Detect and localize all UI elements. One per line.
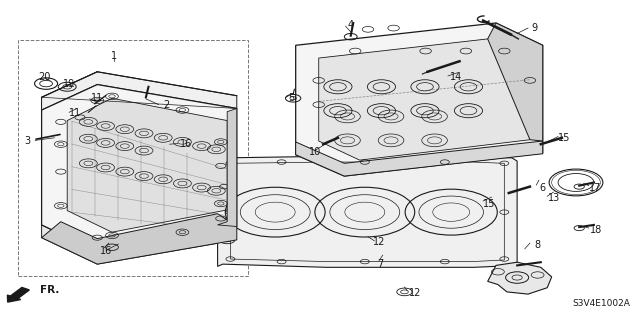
Text: 8: 8 <box>534 240 541 250</box>
FancyArrow shape <box>8 287 29 302</box>
Text: 13: 13 <box>547 193 560 204</box>
Text: 3: 3 <box>24 136 30 146</box>
Text: 15: 15 <box>483 198 496 209</box>
Polygon shape <box>42 72 97 225</box>
Polygon shape <box>296 141 543 176</box>
Text: 10: 10 <box>308 146 321 157</box>
Text: 14: 14 <box>449 72 462 82</box>
Polygon shape <box>488 23 543 141</box>
Text: 16: 16 <box>179 139 192 149</box>
Text: 9: 9 <box>531 23 538 33</box>
Text: 17: 17 <box>589 183 602 193</box>
Text: 15: 15 <box>558 133 571 143</box>
Polygon shape <box>319 39 530 160</box>
Text: 5: 5 <box>288 93 294 103</box>
Polygon shape <box>42 72 237 110</box>
Polygon shape <box>67 98 227 232</box>
Text: 6: 6 <box>540 182 546 193</box>
Text: 20: 20 <box>38 72 51 82</box>
Polygon shape <box>488 262 552 294</box>
Text: 7: 7 <box>378 259 384 269</box>
Polygon shape <box>218 108 237 226</box>
Text: 4: 4 <box>348 20 354 30</box>
Text: 1: 1 <box>111 51 117 61</box>
Text: 11: 11 <box>69 108 82 118</box>
Text: 18: 18 <box>590 225 603 235</box>
Polygon shape <box>296 23 543 176</box>
Text: 12: 12 <box>408 288 421 298</box>
Text: FR.: FR. <box>40 285 59 295</box>
Text: 19: 19 <box>63 78 76 89</box>
Polygon shape <box>42 85 237 251</box>
Polygon shape <box>218 156 517 267</box>
Text: 12: 12 <box>372 237 385 247</box>
Text: 2: 2 <box>163 100 170 110</box>
Text: 16: 16 <box>99 246 112 256</box>
Text: S3V4E1002A: S3V4E1002A <box>573 299 630 308</box>
Polygon shape <box>42 225 237 264</box>
Text: 11: 11 <box>91 93 104 103</box>
Polygon shape <box>42 214 237 264</box>
